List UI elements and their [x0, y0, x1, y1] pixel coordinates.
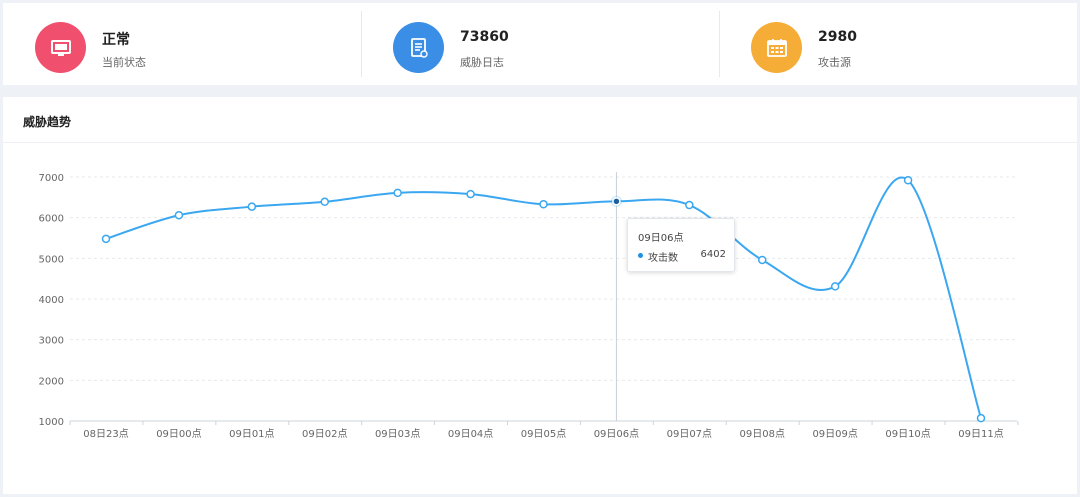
document-icon — [393, 22, 444, 73]
calendar-icon — [751, 22, 802, 73]
stat-attack-sources-label: 攻击源 — [818, 56, 851, 69]
tooltip-series-dot — [638, 253, 643, 258]
tooltip-title: 09日06点 — [638, 233, 684, 244]
tooltip-series-value: 6402 — [700, 249, 726, 260]
monitor-icon — [35, 22, 86, 73]
threat-trend-panel: 威胁趋势 — [3, 97, 1077, 494]
stats-bar: 正常 当前状态 73860 威胁日志 — [3, 3, 1077, 85]
stat-status-value: 正常 — [102, 32, 130, 48]
stat-threat-logs-value: 73860 — [460, 29, 509, 45]
panel-divider — [3, 142, 1077, 143]
stat-status: 正常 当前状态 — [3, 3, 361, 85]
stat-attack-sources: 2980 攻击源 — [719, 3, 1077, 85]
panel-title: 威胁趋势 — [23, 115, 72, 129]
stat-attack-sources-value: 2980 — [818, 29, 857, 45]
stat-status-label: 当前状态 — [102, 56, 146, 69]
stat-threat-logs-label: 威胁日志 — [460, 56, 504, 69]
tooltip-series-name: 攻击数 — [648, 253, 678, 264]
chart-tooltip: 09日06点 攻击数 6402 — [627, 218, 735, 272]
stat-threat-logs: 73860 威胁日志 — [361, 3, 719, 85]
